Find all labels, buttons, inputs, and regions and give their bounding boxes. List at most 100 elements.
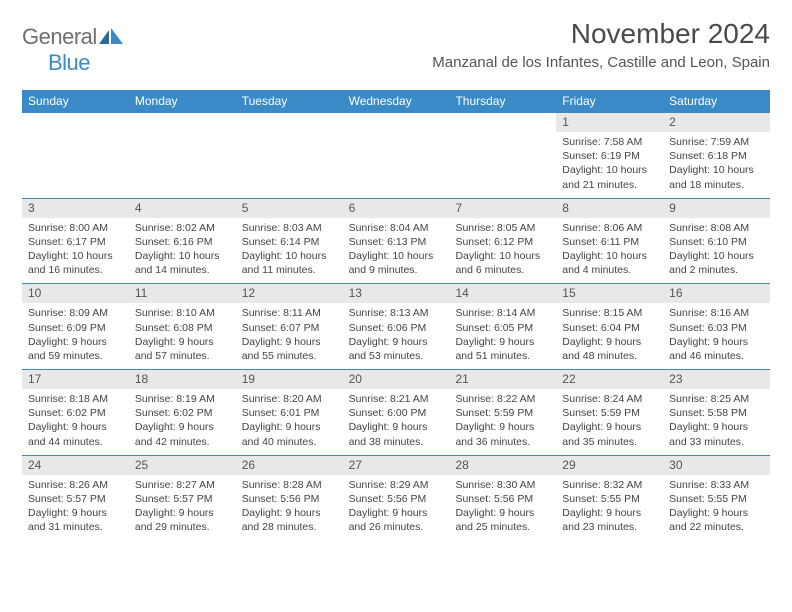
sunset-line: Sunset: 6:11 PM <box>562 235 658 249</box>
day-number: 22 <box>556 370 663 389</box>
sunset-line: Sunset: 5:59 PM <box>455 406 551 420</box>
sunset-line: Sunset: 6:19 PM <box>562 149 658 163</box>
sunrise-line: Sunrise: 8:13 AM <box>349 306 445 320</box>
day-number: 3 <box>22 199 129 218</box>
day-cell: 10Sunrise: 8:09 AMSunset: 6:09 PMDayligh… <box>22 284 129 369</box>
daylight-line: Daylight: 10 hours and 4 minutes. <box>562 249 658 277</box>
weekday-header: Thursday <box>449 90 556 113</box>
day-number: 30 <box>663 456 770 475</box>
daylight-line: Daylight: 10 hours and 21 minutes. <box>562 163 658 191</box>
daylight-line: Daylight: 9 hours and 42 minutes. <box>135 420 231 448</box>
day-details: Sunrise: 8:18 AMSunset: 6:02 PMDaylight:… <box>22 392 129 449</box>
daylight-line: Daylight: 10 hours and 2 minutes. <box>669 249 765 277</box>
sunrise-line: Sunrise: 7:58 AM <box>562 135 658 149</box>
day-details: Sunrise: 8:30 AMSunset: 5:56 PMDaylight:… <box>449 478 556 535</box>
day-cell: 4Sunrise: 8:02 AMSunset: 6:16 PMDaylight… <box>129 199 236 284</box>
day-details: Sunrise: 8:13 AMSunset: 6:06 PMDaylight:… <box>343 306 450 363</box>
day-details: Sunrise: 8:28 AMSunset: 5:56 PMDaylight:… <box>236 478 343 535</box>
day-details: Sunrise: 8:08 AMSunset: 6:10 PMDaylight:… <box>663 221 770 278</box>
sunrise-line: Sunrise: 8:19 AM <box>135 392 231 406</box>
day-cell <box>236 113 343 198</box>
day-number: 26 <box>236 456 343 475</box>
weekday-header: Saturday <box>663 90 770 113</box>
day-number: 14 <box>449 284 556 303</box>
sunset-line: Sunset: 6:04 PM <box>562 321 658 335</box>
day-details: Sunrise: 8:16 AMSunset: 6:03 PMDaylight:… <box>663 306 770 363</box>
sunset-line: Sunset: 6:02 PM <box>135 406 231 420</box>
weekday-header: Wednesday <box>343 90 450 113</box>
daylight-line: Daylight: 10 hours and 18 minutes. <box>669 163 765 191</box>
logo-text: General Blue <box>22 24 125 76</box>
day-details: Sunrise: 8:05 AMSunset: 6:12 PMDaylight:… <box>449 221 556 278</box>
sunset-line: Sunset: 5:56 PM <box>455 492 551 506</box>
calendar-grid: SundayMondayTuesdayWednesdayThursdayFrid… <box>22 90 770 540</box>
sunset-line: Sunset: 6:06 PM <box>349 321 445 335</box>
day-cell: 24Sunrise: 8:26 AMSunset: 5:57 PMDayligh… <box>22 456 129 541</box>
sunrise-line: Sunrise: 8:04 AM <box>349 221 445 235</box>
day-details: Sunrise: 8:11 AMSunset: 6:07 PMDaylight:… <box>236 306 343 363</box>
day-details: Sunrise: 8:03 AMSunset: 6:14 PMDaylight:… <box>236 221 343 278</box>
logo-sails-icon <box>99 28 125 47</box>
sunrise-line: Sunrise: 8:10 AM <box>135 306 231 320</box>
day-number: 1 <box>556 113 663 132</box>
week-row: 1Sunrise: 7:58 AMSunset: 6:19 PMDaylight… <box>22 113 770 199</box>
sunrise-line: Sunrise: 8:25 AM <box>669 392 765 406</box>
sunset-line: Sunset: 5:55 PM <box>562 492 658 506</box>
week-row: 10Sunrise: 8:09 AMSunset: 6:09 PMDayligh… <box>22 284 770 370</box>
day-cell: 3Sunrise: 8:00 AMSunset: 6:17 PMDaylight… <box>22 199 129 284</box>
day-number: 7 <box>449 199 556 218</box>
day-details: Sunrise: 8:25 AMSunset: 5:58 PMDaylight:… <box>663 392 770 449</box>
daylight-line: Daylight: 10 hours and 14 minutes. <box>135 249 231 277</box>
day-number: 17 <box>22 370 129 389</box>
logo-part1: General <box>22 24 97 49</box>
day-details: Sunrise: 8:21 AMSunset: 6:00 PMDaylight:… <box>343 392 450 449</box>
day-number: 20 <box>343 370 450 389</box>
day-details: Sunrise: 8:29 AMSunset: 5:56 PMDaylight:… <box>343 478 450 535</box>
daylight-line: Daylight: 9 hours and 55 minutes. <box>242 335 338 363</box>
sunrise-line: Sunrise: 8:26 AM <box>28 478 124 492</box>
day-number: 16 <box>663 284 770 303</box>
weekday-header: Friday <box>556 90 663 113</box>
day-cell: 29Sunrise: 8:32 AMSunset: 5:55 PMDayligh… <box>556 456 663 541</box>
day-details: Sunrise: 7:59 AMSunset: 6:18 PMDaylight:… <box>663 135 770 192</box>
daylight-line: Daylight: 9 hours and 22 minutes. <box>669 506 765 534</box>
sunset-line: Sunset: 5:57 PM <box>28 492 124 506</box>
logo-part2: Blue <box>22 50 90 75</box>
daylight-line: Daylight: 9 hours and 26 minutes. <box>349 506 445 534</box>
day-cell <box>129 113 236 198</box>
sunset-line: Sunset: 6:12 PM <box>455 235 551 249</box>
day-number: 15 <box>556 284 663 303</box>
day-cell <box>449 113 556 198</box>
day-cell: 23Sunrise: 8:25 AMSunset: 5:58 PMDayligh… <box>663 370 770 455</box>
daylight-line: Daylight: 9 hours and 33 minutes. <box>669 420 765 448</box>
day-number: 21 <box>449 370 556 389</box>
day-cell: 1 Sunrise: 7:58 AMSunset: 6:19 PMDaylight… <box>556 113 663 198</box>
day-cell: 9Sunrise: 8:08 AMSunset: 6:10 PMDaylight… <box>663 199 770 284</box>
daylight-line: Daylight: 9 hours and 59 minutes. <box>28 335 124 363</box>
day-number: 8 <box>556 199 663 218</box>
day-cell: 20 Sunrise: 8:21 AMSunset: 6:00 PMDayligh… <box>343 370 450 455</box>
day-details: Sunrise: 8:33 AMSunset: 5:55 PMDaylight:… <box>663 478 770 535</box>
week-row: 24 Sunrise: 8:26 AMSunset: 5:57 PM Dayligh… <box>22 456 770 541</box>
day-cell: 14Sunrise: 8:14 AMSunset: 6:05 PMDayligh… <box>449 284 556 369</box>
sunrise-line: Sunrise: 8:08 AM <box>669 221 765 235</box>
sunset-line: Sunset: 5:59 PM <box>562 406 658 420</box>
day-cell: 28 Sunrise: 8:30 AMSunset: 5:56 PMDayligh… <box>449 456 556 541</box>
day-cell: 5Sunrise: 8:03 AMSunset: 6:14 PMDaylight… <box>236 199 343 284</box>
day-number: 28 <box>449 456 556 475</box>
sunrise-line: Sunrise: 8:14 AM <box>455 306 551 320</box>
daylight-line: Daylight: 10 hours and 16 minutes. <box>28 249 124 277</box>
sunrise-line: Sunrise: 8:03 AM <box>242 221 338 235</box>
sunrise-line: Sunrise: 8:30 AM <box>455 478 551 492</box>
day-cell: 25Sunrise: 8:27 AMSunset: 5:57 PMDayligh… <box>129 456 236 541</box>
day-number: 10 <box>22 284 129 303</box>
day-details: Sunrise: 7:58 AMSunset: 6:19 PMDaylight:… <box>556 135 663 192</box>
day-number: 25 <box>129 456 236 475</box>
day-cell: 21Sunrise: 8:22 AMSunset: 5:59 PMDayligh… <box>449 370 556 455</box>
day-details: Sunrise: 8:19 AMSunset: 6:02 PMDaylight:… <box>129 392 236 449</box>
sunrise-line: Sunrise: 8:27 AM <box>135 478 231 492</box>
sunrise-line: Sunrise: 8:05 AM <box>455 221 551 235</box>
sunset-line: Sunset: 6:07 PM <box>242 321 338 335</box>
sunrise-line: Sunrise: 8:09 AM <box>28 306 124 320</box>
day-number: 24 <box>22 456 129 475</box>
